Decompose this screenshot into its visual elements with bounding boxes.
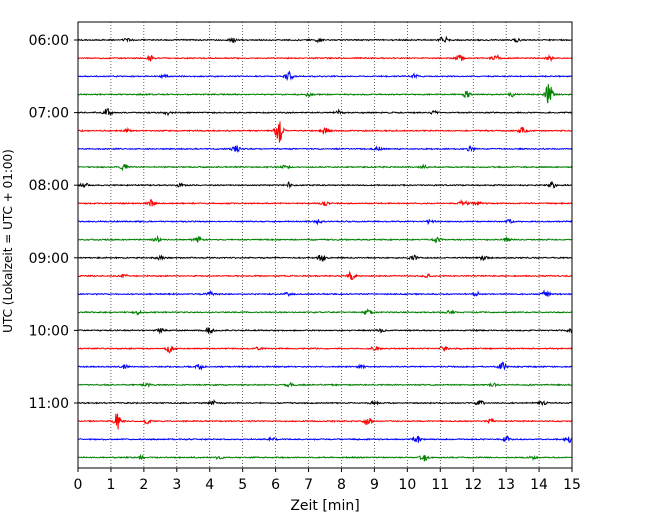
x-tick-label: 11 (431, 477, 449, 493)
seismogram-trace (77, 270, 573, 281)
x-axis-label: Zeit [min] (290, 498, 359, 514)
y-tick-label: 10:00 (29, 323, 69, 339)
x-tick-label: 3 (172, 477, 181, 493)
y-tick-label: 06:00 (29, 33, 69, 49)
x-tick-label: 13 (497, 477, 515, 493)
x-tick-label: 14 (530, 477, 548, 493)
seismogram-trace (77, 121, 573, 143)
seismogram-trace (77, 398, 573, 407)
seismogram-trace (77, 218, 573, 226)
seismogram-trace (77, 70, 573, 82)
x-tick-label: 6 (271, 477, 280, 493)
x-tick-label: 2 (139, 477, 148, 493)
seismogram-trace (77, 453, 573, 462)
seismogram-trace (77, 327, 573, 335)
seismogram-trace (77, 307, 573, 316)
seismogram-trace (77, 198, 573, 207)
seismogram-trace (77, 413, 573, 430)
x-tick-label: 12 (464, 477, 482, 493)
seismogram-trace (77, 145, 573, 153)
trace-group (77, 35, 573, 462)
y-tick-label: 11:00 (29, 396, 69, 412)
seismogram-trace (77, 163, 573, 172)
seismogram-trace (77, 53, 573, 63)
x-tick-label: 7 (304, 477, 313, 493)
seismogram-trace (77, 381, 573, 388)
seismogram-trace (77, 289, 573, 298)
grid-lines (110, 22, 540, 468)
y-tick-label: 07:00 (29, 106, 69, 122)
seismogram-trace (77, 361, 573, 371)
y-tick-label: 08:00 (29, 178, 69, 194)
x-tick-label: 0 (74, 477, 83, 493)
seismogram-trace (77, 107, 573, 117)
y-tick-label: 09:00 (29, 251, 69, 267)
y-axis-ticks: 06:00 07:00 08:00 09:00 10:00 11:00 (29, 33, 78, 412)
seismogram-trace (77, 345, 573, 354)
x-tick-label: 15 (563, 477, 581, 493)
y-axis-label: UTC (Lokalzeit = UTC + 01:00) (1, 149, 15, 333)
seismogram-trace (77, 84, 573, 104)
seismogram-trace (77, 181, 573, 189)
x-axis-ticks: 0 1 2 3 4 5 6 7 8 9 10 11 12 13 14 15 (74, 468, 581, 493)
x-tick-label: 8 (337, 477, 346, 493)
plot-frame (77, 21, 573, 469)
seismogram-trace (77, 234, 573, 244)
x-tick-label: 5 (238, 477, 247, 493)
x-tick-label: 10 (398, 477, 416, 493)
x-tick-label: 4 (205, 477, 214, 493)
seismogram-trace (78, 254, 573, 263)
x-tick-label: 1 (106, 477, 115, 493)
seismogram-trace (77, 35, 573, 44)
x-tick-label: 9 (370, 477, 379, 493)
seismogram-trace (77, 434, 573, 444)
